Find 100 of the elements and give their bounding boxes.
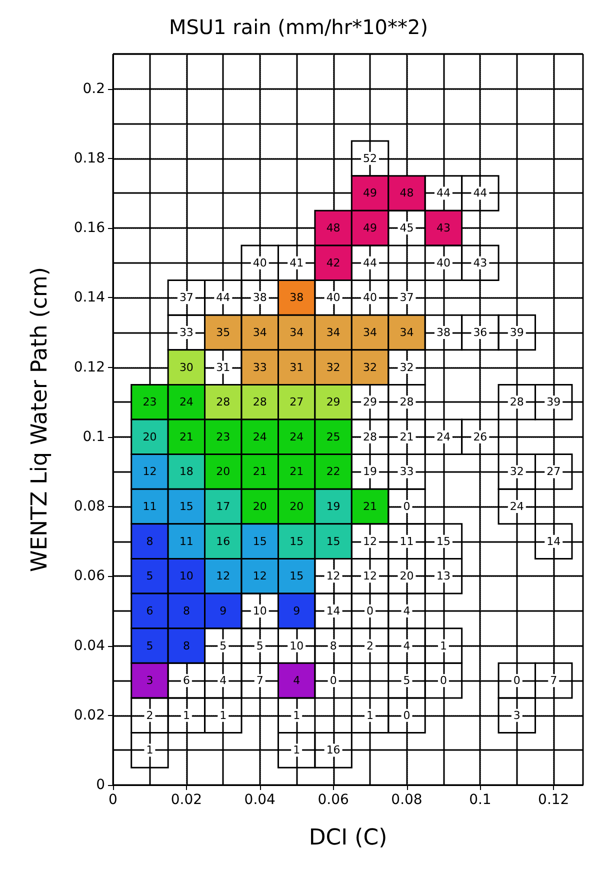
data-label: 7 — [256, 674, 264, 688]
data-label: 4 — [403, 604, 410, 618]
data-label: 0 — [513, 674, 520, 688]
chart-title: MSU1 rain (mm/hr*10**2) — [168, 15, 428, 39]
data-label: 14 — [546, 534, 561, 548]
data-label: 28 — [510, 396, 524, 409]
data-label: 12 — [252, 570, 267, 583]
y-tick-label: 0.08 — [74, 498, 105, 515]
data-label: 12 — [363, 570, 378, 583]
data-label: 1 — [182, 708, 190, 722]
data-label: 6 — [146, 604, 154, 618]
data-label: 1 — [220, 708, 227, 722]
y-axis-title: WENTZ Liq Water Path (cm) — [28, 267, 52, 572]
y-tick-label: 0 — [96, 777, 105, 793]
x-tick-label: 0.08 — [391, 792, 422, 808]
data-label: 49 — [363, 222, 378, 235]
data-label: 15 — [290, 534, 304, 548]
data-label: 28 — [363, 430, 378, 444]
x-tick-label: 0.02 — [170, 792, 202, 808]
data-label: 32 — [363, 360, 378, 374]
data-label: 34 — [290, 326, 304, 339]
data-label: 1 — [293, 744, 300, 757]
data-label: 0 — [440, 674, 447, 688]
data-label: 33 — [179, 326, 194, 339]
x-axis-title: DCI (C) — [308, 826, 388, 850]
data-label: 24 — [290, 430, 304, 444]
x-tick-label: 0.06 — [318, 792, 349, 808]
data-label: 24 — [252, 430, 267, 444]
data-label: 21 — [179, 430, 194, 444]
data-label: 7 — [550, 674, 558, 688]
data-label: 44 — [473, 186, 488, 200]
data-label: 38 — [436, 326, 450, 339]
data-label: 1 — [293, 708, 300, 722]
data-label: 24 — [436, 430, 450, 444]
data-label: 12 — [216, 570, 230, 583]
data-label: 5 — [256, 639, 264, 652]
data-label: 40 — [326, 291, 340, 304]
data-label: 32 — [326, 360, 340, 374]
data-label: 24 — [510, 500, 524, 514]
data-label: 41 — [290, 256, 304, 270]
data-label: 38 — [290, 291, 304, 304]
data-label: 19 — [326, 500, 340, 514]
data-label: 15 — [179, 500, 194, 514]
data-label: 12 — [142, 465, 157, 478]
data-label: 40 — [252, 256, 267, 270]
data-label: 15 — [252, 534, 267, 548]
data-label: 28 — [216, 396, 230, 409]
data-label: 1 — [440, 639, 447, 652]
data-label: 11 — [179, 534, 194, 548]
y-tick-label: 0.02 — [74, 707, 105, 724]
data-label: 0 — [403, 500, 410, 514]
data-label: 45 — [400, 222, 414, 235]
x-tick-label: 0 — [108, 792, 118, 808]
data-label: 39 — [510, 326, 524, 339]
data-label: 32 — [400, 360, 414, 374]
data-label: 15 — [326, 534, 340, 548]
data-label: 52 — [363, 152, 378, 165]
data-label: 14 — [326, 604, 340, 618]
x-tick-label: 0.1 — [469, 792, 492, 808]
data-label: 37 — [400, 291, 414, 304]
data-label: 4 — [403, 639, 410, 652]
data-label: 20 — [290, 500, 304, 514]
data-label: 17 — [216, 500, 230, 514]
data-label: 49 — [363, 186, 378, 200]
data-label: 32 — [510, 465, 524, 478]
data-label: 8 — [182, 604, 190, 618]
data-label: 40 — [363, 291, 378, 304]
data-label: 5 — [220, 639, 227, 652]
data-label: 18 — [179, 465, 194, 478]
data-label: 26 — [473, 430, 488, 444]
data-label: 10 — [179, 570, 194, 583]
data-label: 43 — [473, 256, 488, 270]
data-label: 28 — [252, 396, 267, 409]
data-label: 12 — [363, 534, 378, 548]
data-label: 42 — [326, 256, 340, 270]
data-label: 9 — [293, 604, 300, 618]
y-tick-label: 0.1 — [82, 428, 105, 445]
data-label: 34 — [400, 326, 414, 339]
data-label: 21 — [363, 500, 378, 514]
data-label: 21 — [252, 465, 267, 478]
data-label: 48 — [326, 222, 340, 235]
data-label: 8 — [330, 639, 337, 652]
data-label: 44 — [216, 291, 230, 304]
data-label: 2 — [146, 708, 154, 722]
data-label: 2 — [366, 639, 374, 652]
data-label: 5 — [146, 570, 154, 583]
data-label: 31 — [290, 360, 304, 374]
data-label: 40 — [436, 256, 450, 270]
data-label: 37 — [179, 291, 194, 304]
data-label: 13 — [436, 570, 450, 583]
data-label: 34 — [363, 326, 378, 339]
data-label: 30 — [179, 360, 194, 374]
data-label: 8 — [182, 639, 190, 652]
y-tick-label: 0.12 — [74, 359, 105, 376]
data-label: 4 — [293, 674, 300, 688]
y-tick-label: 0.16 — [74, 220, 106, 236]
data-label: 34 — [252, 326, 267, 339]
data-label: 38 — [252, 291, 267, 304]
data-label: 10 — [290, 639, 304, 652]
data-label: 28 — [400, 396, 414, 409]
